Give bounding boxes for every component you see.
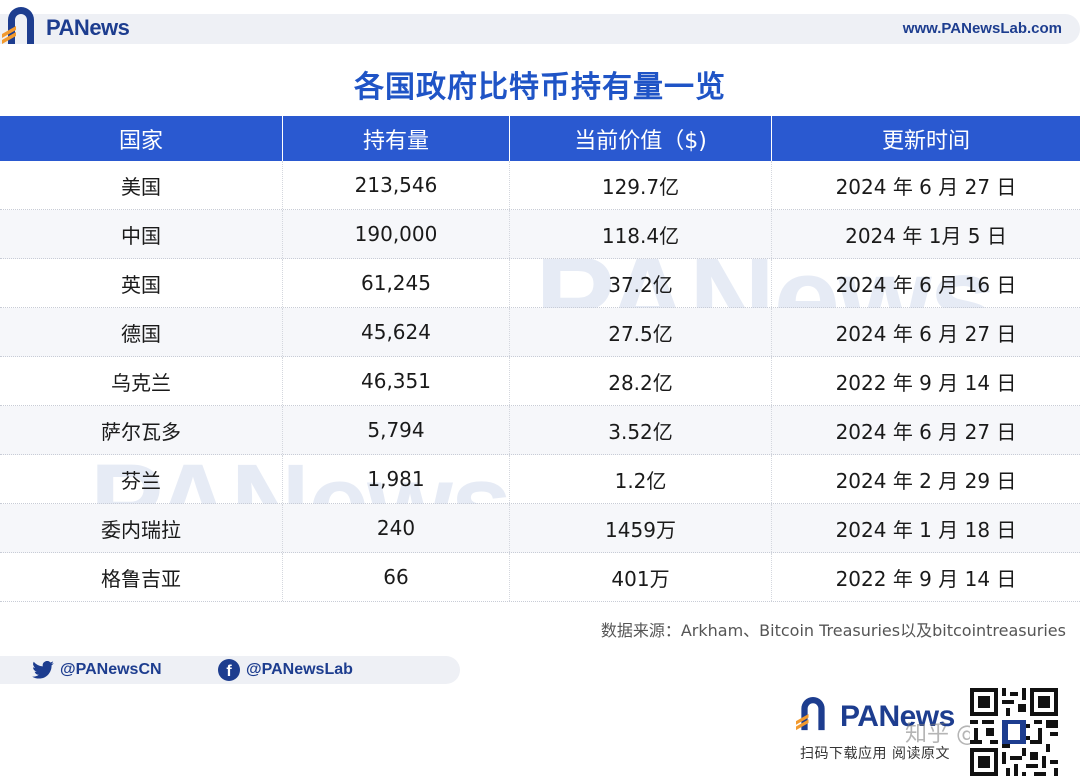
table-row: 芬兰 1,981 1.2亿 2024 年 2 月 29 日: [0, 455, 1080, 504]
updated-cell: 2024 年 6 月 27 日: [835, 419, 1017, 444]
footer-brand-name: PANews: [840, 700, 955, 733]
value-cell: 27.5亿: [510, 308, 772, 356]
table-body: 美国 213,546 129.7亿 2024 年 6 月 27 日 中国 190…: [0, 161, 1080, 602]
table-row: 英国 61,245 37.2亿 2024 年 6 月 16 日: [0, 259, 1080, 308]
qr-code-icon[interactable]: [970, 688, 1058, 776]
updated-cell: 2024 年 2 月 29 日: [835, 468, 1017, 493]
country-cell: 德国: [0, 308, 283, 356]
logo-mark-icon: [2, 4, 40, 48]
top-bar: PANews www.PANewsLab.com: [0, 0, 1080, 56]
updated-cell: 2024 年 1月 5 日: [845, 223, 1007, 248]
twitter-handle: @PANewsCN: [60, 661, 162, 678]
amount-cell: 66: [283, 553, 510, 601]
twitter-link[interactable]: @PANewsCN: [32, 659, 162, 681]
amount-cell: 190,000: [283, 210, 510, 258]
country-cell: 乌克兰: [0, 357, 283, 405]
value-cell: 118.4亿: [510, 210, 772, 258]
column-header-updated: 更新时间: [881, 128, 970, 154]
updated-cell: 2024 年 6 月 27 日: [835, 321, 1017, 346]
table-header: 国家 持有量 当前价值（$) 更新时间: [0, 116, 1080, 161]
table-row: 萨尔瓦多 5,794 3.52亿 2024 年 6 月 27 日: [0, 406, 1080, 455]
holdings-table: 国家 持有量 当前价值（$) 更新时间 美国 213,546 129.7亿 20…: [0, 116, 1080, 656]
table-row: 美国 213,546 129.7亿 2024 年 6 月 27 日: [0, 161, 1080, 210]
table-row: 格鲁吉亚 66 401万 2022 年 9 月 14 日: [0, 553, 1080, 602]
facebook-handle: @PANewsLab: [246, 661, 353, 678]
amount-cell: 46,351: [283, 357, 510, 405]
twitter-icon: [32, 659, 54, 681]
country-cell: 美国: [0, 161, 283, 209]
value-cell: 401万: [510, 553, 772, 601]
logo-mark-icon: [796, 694, 834, 738]
country-cell: 萨尔瓦多: [0, 406, 283, 454]
column-header-amount: 持有量: [283, 116, 510, 161]
amount-cell: 5,794: [283, 406, 510, 454]
column-header-value: 当前价值（$): [510, 116, 772, 161]
page-title: 各国政府比特币持有量一览: [354, 70, 726, 105]
updated-cell: 2022 年 9 月 14 日: [835, 566, 1017, 591]
footer-logo[interactable]: PANews: [796, 694, 955, 738]
country-cell: 英国: [0, 259, 283, 307]
amount-cell: 45,624: [283, 308, 510, 356]
facebook-link[interactable]: f @PANewsLab: [218, 659, 353, 681]
table-row: 乌克兰 46,351 28.2亿 2022 年 9 月 14 日: [0, 357, 1080, 406]
table-row: 中国 190,000 118.4亿 2024 年 1月 5 日: [0, 210, 1080, 259]
value-cell: 1459万: [510, 504, 772, 552]
value-cell: 129.7亿: [510, 161, 772, 209]
brand-name: PANews: [46, 15, 130, 40]
top-bar-background: [0, 14, 1080, 44]
amount-cell: 61,245: [283, 259, 510, 307]
country-cell: 芬兰: [0, 455, 283, 503]
table-row: 委内瑞拉 240 1459万 2024 年 1 月 18 日: [0, 504, 1080, 553]
updated-cell: 2022 年 9 月 14 日: [835, 370, 1017, 395]
value-cell: 37.2亿: [510, 259, 772, 307]
country-cell: 中国: [0, 210, 283, 258]
updated-cell: 2024 年 6 月 16 日: [835, 272, 1017, 297]
country-cell: 委内瑞拉: [0, 504, 283, 552]
source-note: 数据来源：Arkham、Bitcoin Treasuries以及bitcoint…: [600, 621, 1066, 640]
value-cell: 1.2亿: [510, 455, 772, 503]
table-row: 德国 45,624 27.5亿 2024 年 6 月 27 日: [0, 308, 1080, 357]
header-logo[interactable]: PANews: [2, 4, 130, 48]
value-cell: 3.52亿: [510, 406, 772, 454]
amount-cell: 213,546: [283, 161, 510, 209]
value-cell: 28.2亿: [510, 357, 772, 405]
column-header-country: 国家: [0, 116, 283, 161]
site-url-link[interactable]: www.PANewsLab.com: [902, 20, 1062, 37]
country-cell: 格鲁吉亚: [0, 553, 283, 601]
amount-cell: 240: [283, 504, 510, 552]
facebook-icon: f: [218, 659, 240, 681]
amount-cell: 1,981: [283, 455, 510, 503]
footer-tagline: 扫码下载应用 阅读原文: [800, 746, 950, 762]
updated-cell: 2024 年 6 月 27 日: [835, 174, 1017, 199]
updated-cell: 2024 年 1 月 18 日: [835, 517, 1017, 542]
